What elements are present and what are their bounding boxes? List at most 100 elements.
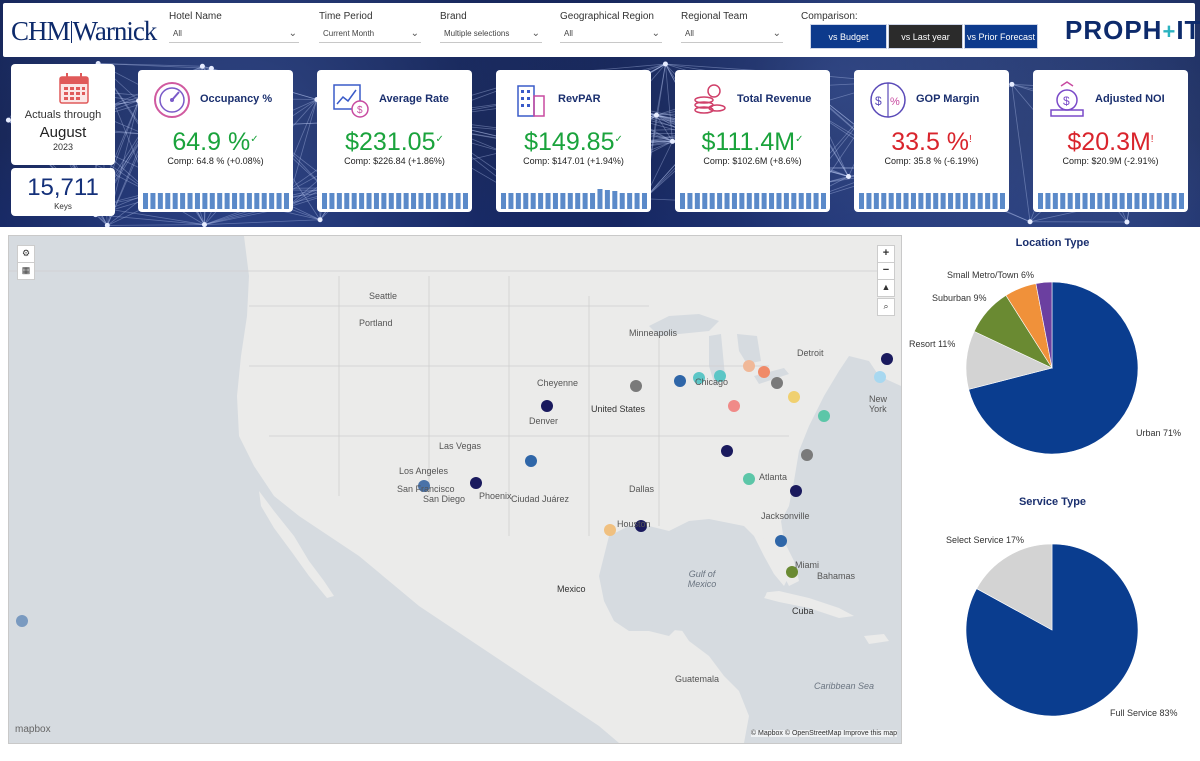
zoom-search-icon[interactable]: ⌕	[877, 298, 895, 316]
regional-team-dropdown[interactable]: All ⌄	[681, 26, 783, 43]
hotel-marker[interactable]	[743, 360, 755, 372]
kpi-trend-bar	[261, 193, 267, 209]
map-label-portland: Portland	[359, 318, 393, 328]
hotel-marker[interactable]	[771, 377, 783, 389]
kpi-trend-bar	[992, 193, 998, 209]
kpi-card-occupancy[interactable]: Occupancy % 64.9 %✓ Comp: 64.8 % (+0.08%…	[138, 70, 293, 212]
hotel-location-map[interactable]: United States Mexico Cuba Gulf of Mexico…	[8, 235, 902, 744]
logo-text-it: IT	[1176, 15, 1200, 45]
hotel-marker[interactable]	[541, 400, 553, 412]
kpi-trend-bar	[336, 193, 342, 209]
map-settings-icon[interactable]: ⚙	[17, 245, 35, 263]
kpi-trend-bar	[1141, 193, 1147, 209]
kpi-title: Average Rate	[379, 93, 449, 105]
check-icon: ✓	[614, 134, 623, 145]
hotel-marker[interactable]	[775, 535, 787, 547]
pie-slice-select-service[interactable]	[976, 543, 1053, 631]
hotel-marker[interactable]	[790, 485, 802, 497]
svg-text:%: %	[890, 96, 900, 108]
hotel-marker[interactable]	[693, 372, 705, 384]
kpi-trend-bar	[157, 193, 163, 209]
hotel-marker[interactable]	[714, 370, 726, 382]
cuba	[749, 591, 854, 618]
filter-label: Regional Team	[681, 11, 748, 22]
kpi-trend-bar	[448, 193, 454, 209]
map-label-bahamas: Bahamas	[817, 571, 856, 581]
kpi-value-text: $231.05	[345, 128, 436, 156]
percent-dollar-icon: $ %	[870, 82, 906, 118]
hotel-marker[interactable]	[630, 380, 642, 392]
logo-plus: +	[1162, 19, 1177, 44]
kpi-trend-bar	[172, 193, 178, 209]
pie-slice-other[interactable]	[1035, 281, 1053, 369]
map-label-phoenix: Phoenix	[479, 491, 512, 501]
network-line	[665, 63, 673, 142]
hotel-marker[interactable]	[635, 520, 647, 532]
kpi-card-adjusted-noi[interactable]: $ Adjusted NOI $20.3M! Comp: $20.9M (-2.…	[1033, 70, 1188, 212]
hotel-marker[interactable]	[674, 375, 686, 387]
map-label-cheyenne: Cheyenne	[537, 378, 579, 388]
kpi-trend-bar	[769, 193, 775, 209]
kpi-comparison: Comp: $102.6M (+8.6%)	[703, 156, 802, 166]
kpi-trend-bar	[425, 193, 431, 209]
kpi-trend-bar	[194, 193, 200, 209]
hotel-marker[interactable]	[881, 353, 893, 365]
network-line	[656, 63, 666, 116]
kpi-card-revpar[interactable]: RevPAR $149.85✓ Comp: $147.01 (+1.94%)	[496, 70, 651, 212]
hotel-marker[interactable]	[418, 480, 430, 492]
hotel-marker[interactable]	[758, 366, 770, 378]
hotel-marker[interactable]	[788, 391, 800, 403]
kpi-trend-bar	[1164, 193, 1170, 209]
network-line	[95, 214, 108, 226]
hotel-marker[interactable]	[786, 566, 798, 578]
filter-brand: Brand Multiple selections ⌄	[440, 11, 542, 43]
kpi-card-average-rate[interactable]: $ Average Rate $231.05✓ Comp: $226.84 (+…	[317, 70, 472, 212]
kpi-trend-bar	[634, 193, 640, 209]
vs-budget-button[interactable]: vs Budget	[810, 24, 887, 49]
zoom-in-button[interactable]: +	[877, 245, 895, 263]
pie-slice-urban[interactable]	[968, 281, 1139, 455]
kpi-comparison: Comp: $147.01 (+1.94%)	[523, 156, 624, 166]
map-label-miami: Miami	[795, 560, 819, 570]
kpi-trend-bar	[269, 193, 275, 209]
zoom-out-button[interactable]: −	[877, 262, 895, 280]
map-attribution[interactable]: © Mapbox © OpenStreetMap Improve this ma…	[750, 730, 897, 737]
hotel-marker[interactable]	[728, 400, 740, 412]
vs-last-year-button[interactable]: vs Last year	[888, 24, 963, 49]
vs-prior-forecast-button[interactable]: vs Prior Forecast	[964, 24, 1038, 49]
hotel-markers[interactable]	[16, 353, 893, 627]
kpi-trend-bar	[209, 193, 215, 209]
hotel-marker[interactable]	[721, 445, 733, 457]
kpi-comparison: Comp: 64.8 % (+0.08%)	[167, 156, 264, 166]
hotel-marker[interactable]	[604, 524, 616, 536]
hotel-marker[interactable]	[874, 371, 886, 383]
network-node	[845, 174, 851, 180]
kpi-card-gop-margin[interactable]: $ % GOP Margin 33.5 %! Comp: 35.8 % (-6.…	[854, 70, 1009, 212]
network-node	[1124, 219, 1130, 225]
kpi-trend-bar	[232, 193, 238, 209]
hotel-marker[interactable]	[470, 477, 482, 489]
map-canvas[interactable]	[9, 236, 901, 743]
kpi-card-total-revenue[interactable]: Total Revenue $111.4M✓ Comp: $102.6M (+8…	[675, 70, 830, 212]
hotel-marker[interactable]	[16, 615, 28, 627]
hotel-marker[interactable]	[525, 455, 537, 467]
check-icon: ✓	[795, 134, 804, 145]
hotel-marker[interactable]	[818, 410, 830, 422]
kpi-trend-bar	[411, 193, 417, 209]
kpi-trend-bar	[1038, 193, 1044, 209]
compass-icon[interactable]: ▲	[877, 279, 895, 297]
kpi-title: Adjusted NOI	[1095, 93, 1165, 105]
map-select-icon[interactable]: ▦	[17, 262, 35, 280]
filter-label: Time Period	[319, 11, 373, 22]
dropdown-value: Multiple selections	[444, 29, 510, 38]
hotel-name-dropdown[interactable]: All ⌄	[169, 26, 299, 43]
hotel-marker[interactable]	[743, 473, 755, 485]
kpi-trend-bar	[344, 193, 350, 209]
brand-dropdown[interactable]: Multiple selections ⌄	[440, 26, 542, 43]
hotel-marker[interactable]	[801, 449, 813, 461]
time-period-dropdown[interactable]: Current Month ⌄	[319, 26, 421, 43]
kpi-trend-bar	[702, 193, 708, 209]
kpi-value: $149.85✓	[496, 128, 651, 157]
svg-text:$: $	[1063, 94, 1070, 108]
geographical-region-dropdown[interactable]: All ⌄	[560, 26, 662, 43]
